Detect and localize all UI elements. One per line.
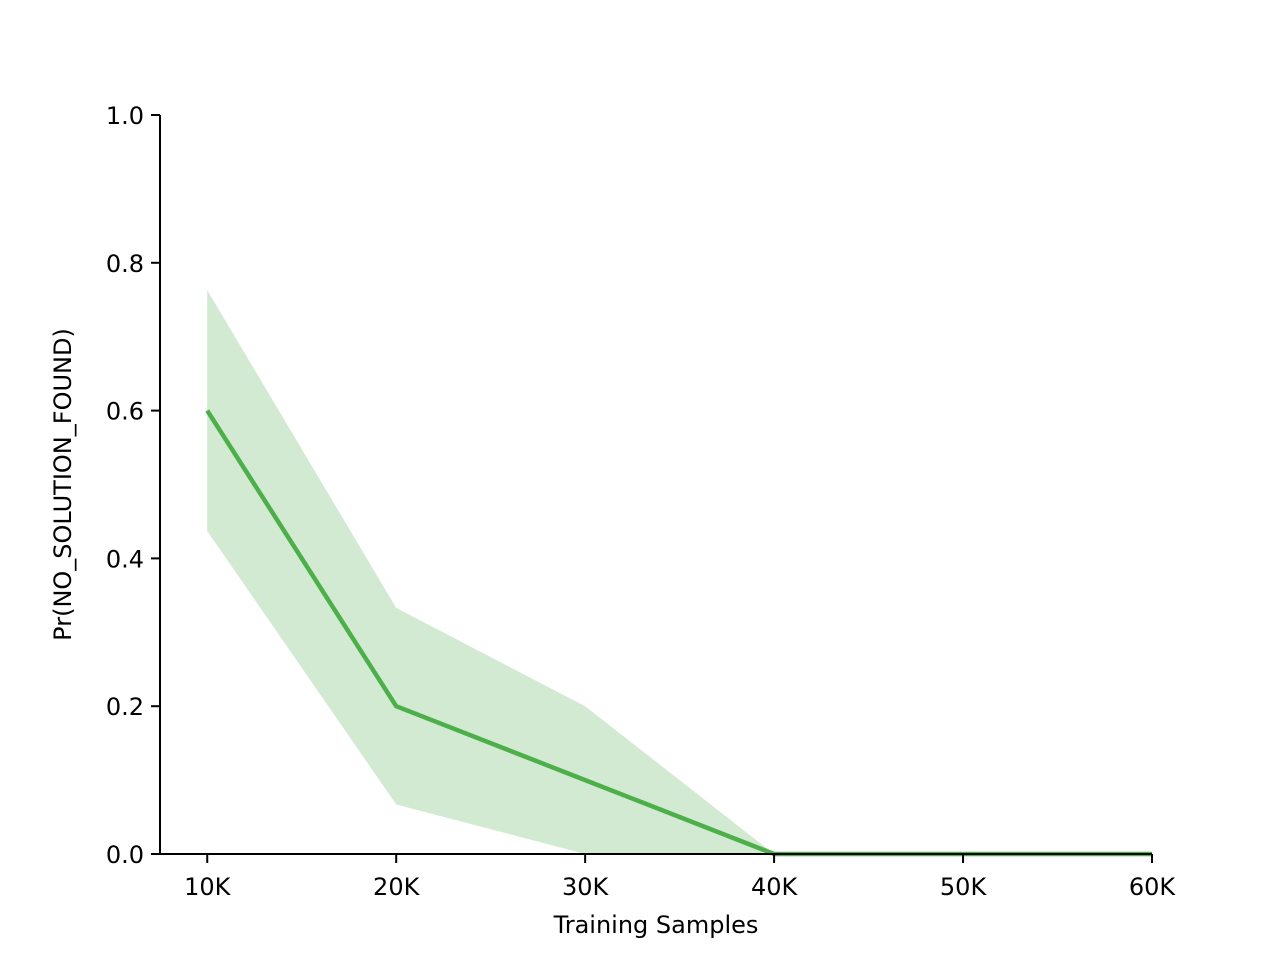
y-tick-label: 0.0 xyxy=(106,841,144,869)
x-tick-label: 60K xyxy=(1129,873,1177,901)
x-axis-title: Training Samples xyxy=(553,911,759,939)
x-ticks: 10K 20K 30K 40K 50K 60K xyxy=(184,854,1176,901)
x-tick-label: 50K xyxy=(940,873,988,901)
y-ticks: 0.0 0.2 0.4 0.6 0.8 1.0 xyxy=(106,102,160,869)
confidence-band-0 xyxy=(207,290,1152,854)
y-tick-label: 1.0 xyxy=(106,102,144,130)
x-tick-label: 30K xyxy=(562,873,610,901)
x-tick-label: 10K xyxy=(184,873,232,901)
x-tick-label: 20K xyxy=(373,873,421,901)
x-tick-label: 40K xyxy=(751,873,799,901)
y-tick-label: 0.4 xyxy=(106,545,144,573)
axes xyxy=(159,115,1152,855)
y-axis-title: Pr(NO_SOLUTION_FOUND) xyxy=(49,328,77,641)
y-tick-label: 0.6 xyxy=(106,398,144,426)
confidence-band-layer xyxy=(207,290,1152,854)
y-tick-label: 0.8 xyxy=(106,250,144,278)
y-tick-label: 0.2 xyxy=(106,693,144,721)
